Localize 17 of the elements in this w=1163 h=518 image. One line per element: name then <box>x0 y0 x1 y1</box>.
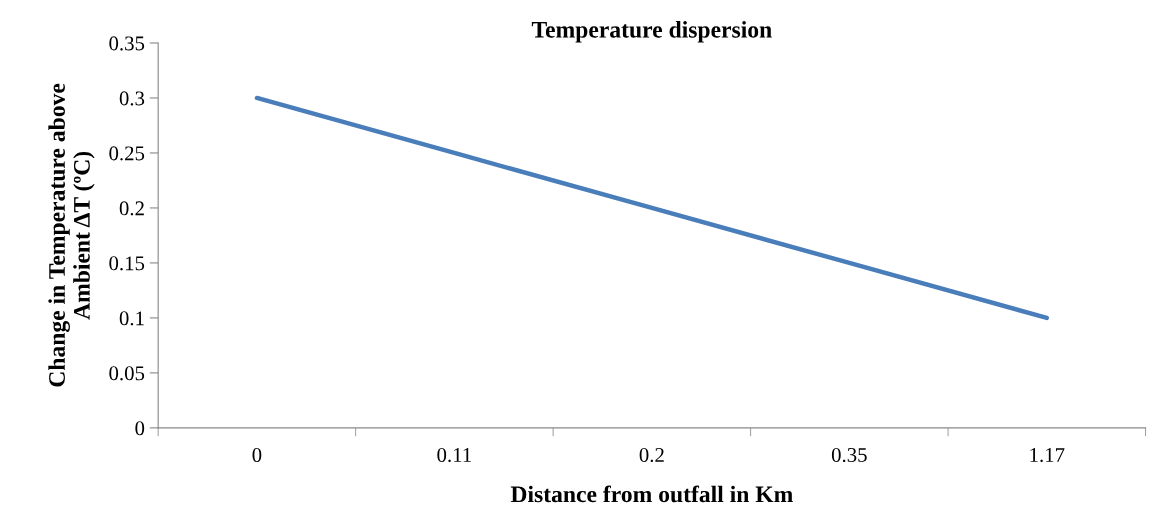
x-axis-title: Distance from outfall in Km <box>510 485 793 503</box>
x-tick-label: 1.17 <box>1030 448 1065 463</box>
x-tick-label: 0.35 <box>831 447 867 463</box>
y-tick-label: 0.3 <box>119 91 145 106</box>
y-axis-title: Change in Temperature above Ambient ΔT (ºC) <box>48 83 95 387</box>
y-tick-label: 0.35 <box>109 36 145 51</box>
y-tick-label: 0.1 <box>119 311 144 326</box>
y-tick-label: 0.25 <box>109 146 145 161</box>
line-series <box>254 95 1050 321</box>
y-tick-label: 0.15 <box>109 256 145 271</box>
y-tick-label: 0.05 <box>109 366 145 381</box>
x-tick-label: 0.2 <box>639 447 664 463</box>
chart-title: Temperature dispersion <box>531 21 772 43</box>
y-tick-label: 0.2 <box>119 201 144 216</box>
x-tick-label: 0 <box>252 447 262 462</box>
y-tick-label: 0 <box>135 421 145 436</box>
x-tick-label: 0.11 <box>437 447 471 463</box>
